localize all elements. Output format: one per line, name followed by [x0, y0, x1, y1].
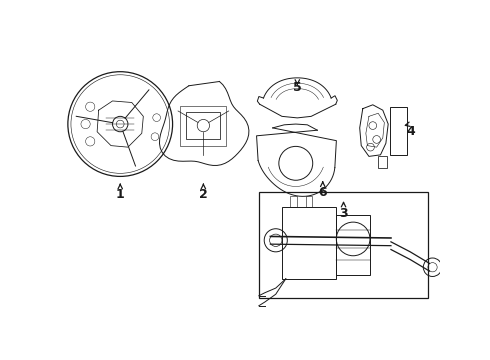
Bar: [291, 197, 296, 207]
Text: 4: 4: [406, 125, 415, 138]
Bar: [180, 105, 226, 145]
Bar: [306, 197, 312, 207]
Text: 5: 5: [293, 81, 302, 94]
Bar: [378, 156, 388, 168]
Text: 6: 6: [318, 186, 327, 199]
Text: 1: 1: [116, 188, 124, 201]
Text: 2: 2: [199, 188, 208, 201]
Bar: [282, 207, 336, 279]
Bar: [336, 215, 370, 275]
Bar: [259, 192, 428, 298]
Bar: [391, 107, 408, 155]
Bar: [187, 112, 220, 139]
Text: 3: 3: [339, 207, 348, 220]
